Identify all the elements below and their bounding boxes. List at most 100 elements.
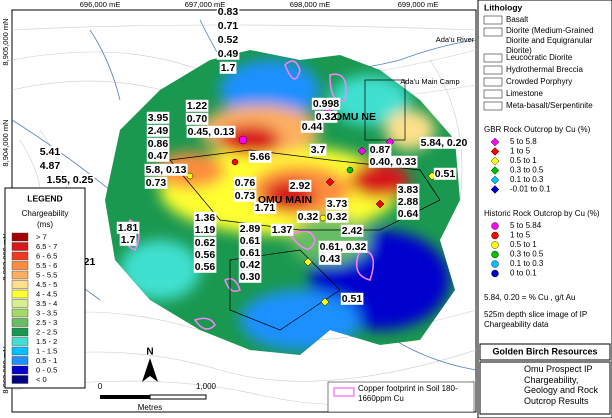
result-label: 0.32 (316, 111, 337, 123)
result-label: 1.36 (195, 212, 216, 224)
result-label-bg (144, 176, 168, 189)
legend-label: 3.5 - 4 (36, 299, 57, 308)
result-label-bg (193, 223, 217, 236)
result-label: 0.73 (146, 177, 167, 189)
result-label-bg (396, 195, 420, 208)
result-label-bg (340, 292, 364, 305)
result-label: 1.19 (195, 224, 216, 236)
result-label-bg (325, 210, 349, 223)
legend-label: 4.5 - 5 (36, 280, 57, 289)
result-label: 0.87 (370, 144, 391, 156)
result-label-bg (314, 110, 338, 123)
legend-swatch (11, 261, 29, 270)
result-label-bg (144, 163, 188, 176)
legend-label: 1 to 5 (510, 231, 531, 240)
result-label: 0.56 (195, 249, 216, 261)
result-label: 0.51 (435, 168, 456, 180)
northing-label: 8,904,000 mN (1, 119, 10, 166)
legend-symbol (490, 137, 500, 147)
legend-label: 0.5 to 1 (510, 156, 537, 165)
legend-swatch (11, 270, 29, 280)
result-label: 0.45, 0.13 (188, 126, 235, 138)
result-label-bg (396, 207, 420, 220)
result-label: 1.55, 0.25 (47, 174, 94, 186)
result-label: 0.30 (240, 271, 261, 283)
result-label-bg (396, 183, 420, 196)
result-label-bg (238, 234, 262, 247)
legend-swatch (11, 365, 29, 375)
result-label: 1.37 (272, 224, 293, 236)
scale-zero: 0 (98, 382, 103, 391)
report-title: Omu Prospect IP Chargeability, Geology a… (524, 364, 598, 406)
result-label: 0.56 (195, 261, 216, 273)
legend-symbol (490, 166, 500, 175)
legend-swatch (11, 232, 29, 242)
legend-label: 2.5 - 3 (36, 318, 57, 327)
scale-bar (100, 394, 207, 400)
legend-label: 5 - 5.5 (36, 270, 57, 279)
soil-swatch (333, 387, 355, 397)
result-label: 2.89 (240, 223, 261, 235)
result-label: 0.44 (302, 121, 323, 133)
result-label: 0.998 (313, 98, 339, 110)
north-arrow (142, 358, 158, 382)
legend-symbol (491, 250, 499, 259)
result-label-bg (288, 179, 312, 192)
result-label-bg (233, 176, 257, 189)
result-label: 0.61 (240, 247, 261, 259)
result-label: 1.71 (255, 202, 276, 214)
easting-label: 698,000 mE (290, 0, 330, 9)
result-label: 0.40, 0.33 (370, 156, 417, 168)
result-label-bg (300, 120, 324, 133)
result-label-bg (325, 197, 349, 210)
soil-note: Copper footprint in Soil 180-1660ppm Cu (358, 384, 458, 403)
easting-label: 696,000 mE (80, 0, 120, 9)
northing-label: 8,905,000 mN (1, 18, 10, 65)
result-label-bg (311, 97, 341, 110)
result-label-bg (238, 222, 262, 235)
result-label: 5.66 (250, 151, 271, 163)
scale-unit: Metres (138, 403, 162, 412)
legend-swatch (11, 280, 29, 289)
result-label-bg (146, 111, 170, 124)
result-label-bg (318, 240, 368, 253)
result-label-bg (216, 47, 240, 60)
legend-swatch (11, 327, 29, 337)
result-label: 0.51 (342, 293, 363, 305)
result-label-bg (185, 99, 209, 112)
legend-label: 0.3 to 0.5 (510, 250, 544, 259)
result-label-bg (296, 210, 320, 223)
lithology-swatch (483, 89, 503, 99)
result-label: 0.70 (187, 113, 208, 125)
legend-swatch (11, 318, 29, 327)
place-label: OMU MAIN (258, 194, 312, 206)
legend-label: 5.5 - 6 (36, 261, 57, 270)
legend-swatch (11, 346, 29, 356)
lithology-label: Crowded Porphyry (506, 77, 572, 86)
legend-swatch (11, 299, 29, 308)
legend-label: 0.1 to 0.3 (510, 259, 544, 268)
historic-title: Historic Rock Outcrop by Cu (%) (484, 209, 600, 218)
legend-label: 0.5 to 1 (510, 240, 537, 249)
lithology-swatch (483, 101, 503, 111)
soil-note-text: Copper footprint in Soil 180-1660ppm Cu (358, 384, 458, 403)
legend-symbol (491, 231, 499, 240)
result-label-bg (433, 167, 457, 180)
result-label: 2.42 (342, 225, 363, 237)
legend-symbol (490, 156, 500, 166)
result-label: 0.86 (148, 138, 169, 150)
chargeability-legend: LEGEND Chargeability (ms) > 76.5 - 76 - 6.5… (11, 193, 68, 384)
legend-label: 0.5 - 1 (36, 356, 57, 365)
result-label: 3.73 (327, 198, 348, 210)
place-labels: Ada'u River Ada'u Main Camp OMU NE OMU MAIN (258, 35, 475, 206)
legend-label: 3 - 3.5 (36, 308, 57, 317)
result-label-bg (146, 124, 170, 137)
legend-swatch (11, 375, 29, 384)
legend-symbol (490, 175, 500, 185)
result-label-bg (193, 248, 217, 261)
result-label-bg (216, 5, 240, 18)
result-label: 0.52 (218, 34, 239, 46)
lithology-label: Diorite (Medium-Grained Diorite and Equi… (506, 26, 594, 55)
